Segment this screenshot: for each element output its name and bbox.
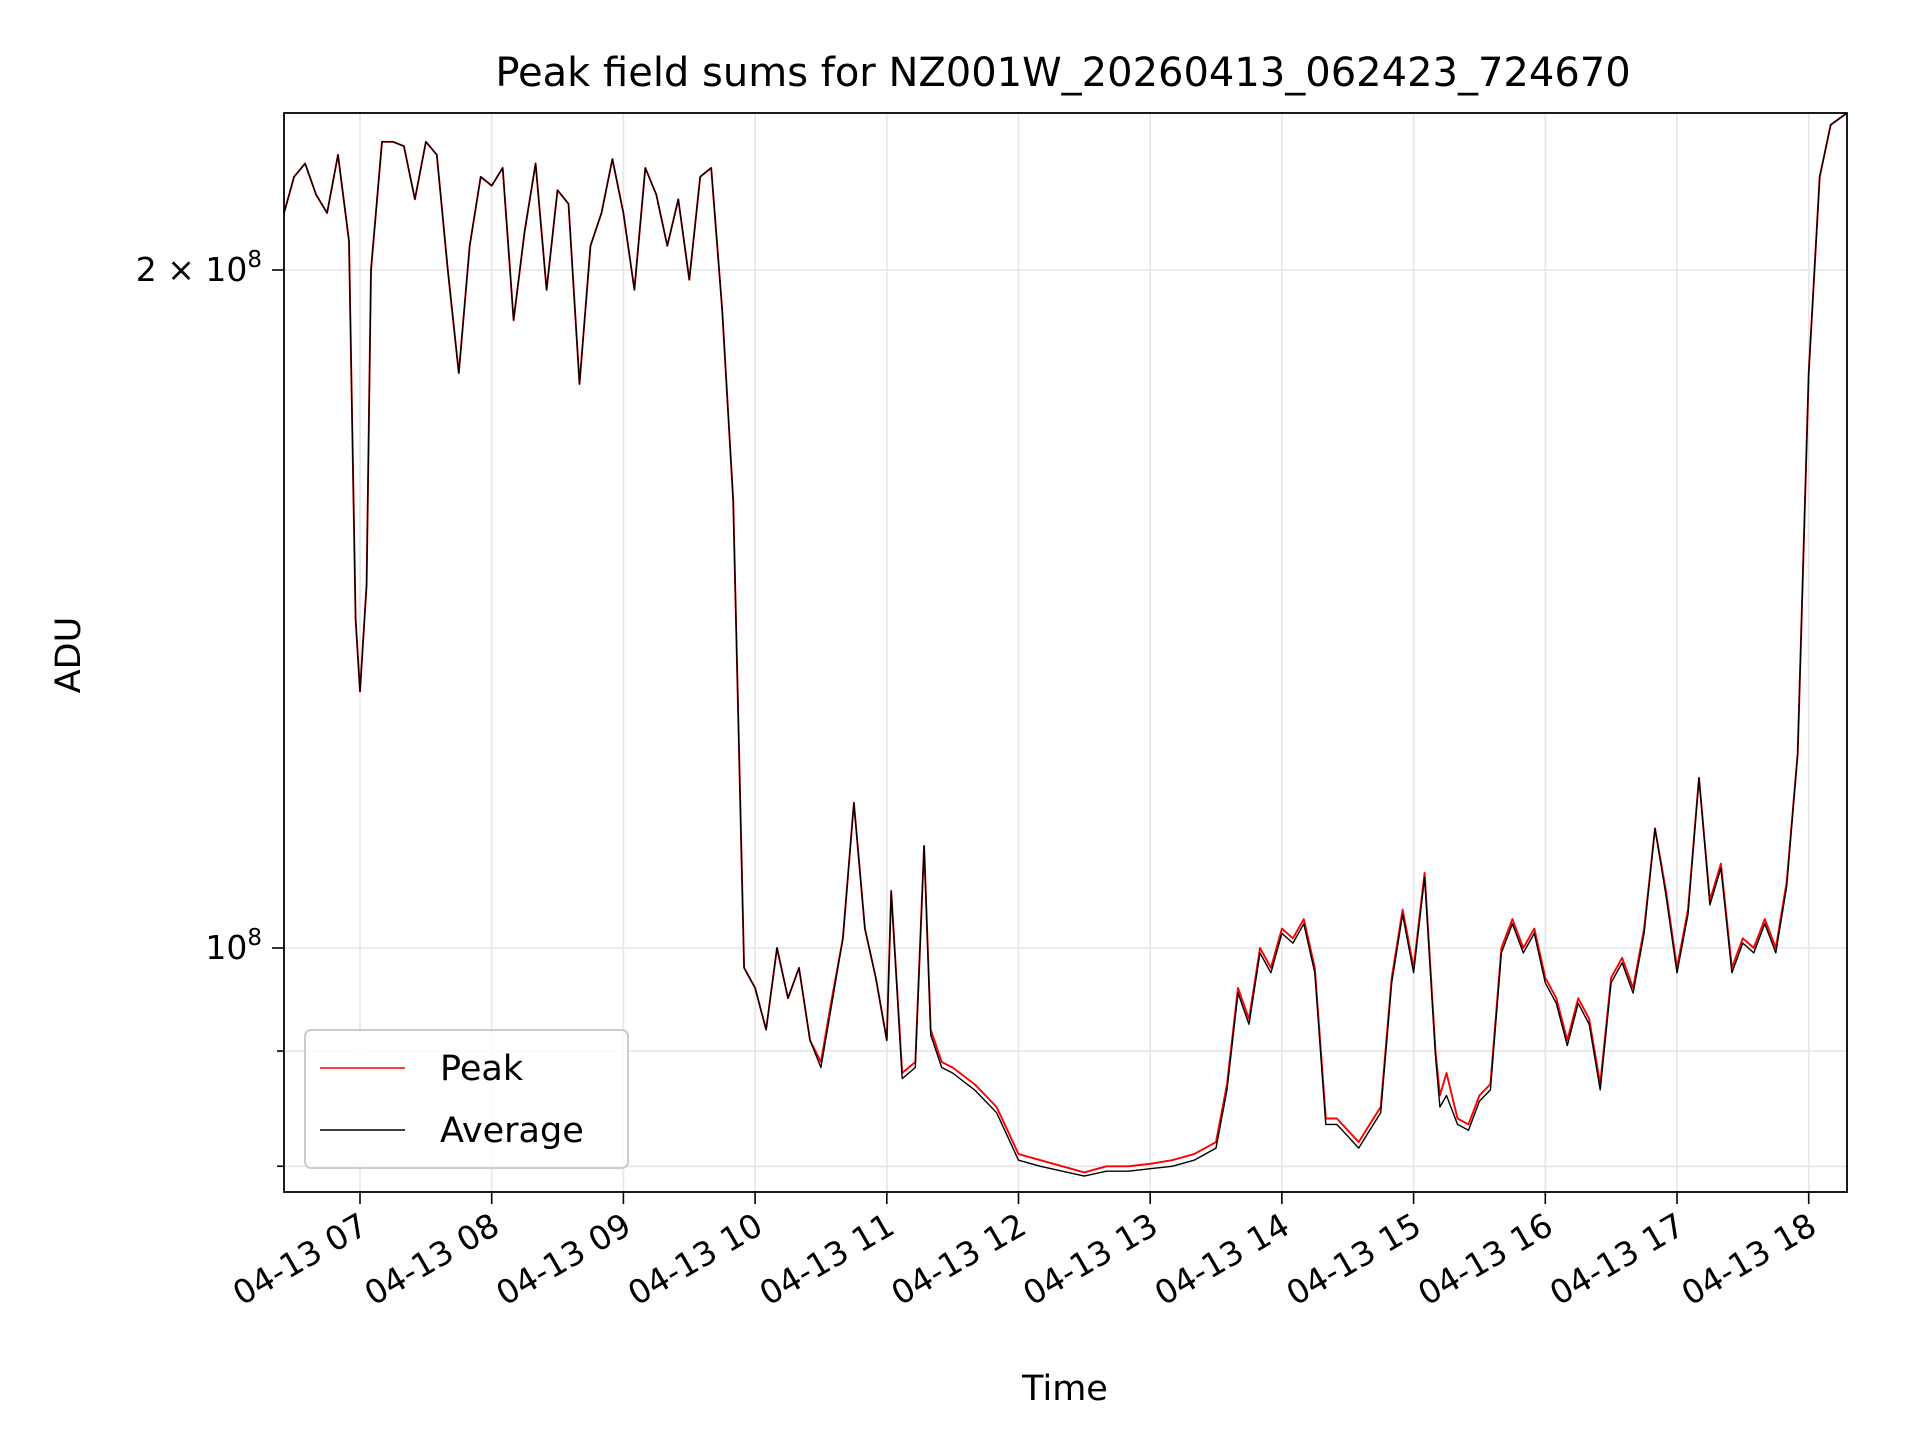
legend-box	[304, 1029, 629, 1169]
y-tick-base: 2 × 10	[136, 250, 248, 289]
x-axis-label: Time	[1021, 1369, 1108, 1409]
legend-average-label: Average	[440, 1111, 584, 1151]
series-line-average	[283, 112, 1848, 1177]
y-tick-label: 108	[205, 925, 262, 967]
chart-title: Peak field sums for NZ001W_20260413_0624…	[495, 50, 1630, 96]
y-tick-exponent: 8	[247, 247, 262, 273]
plot-frame	[283, 112, 1848, 1193]
legend: Peak Average	[304, 1029, 629, 1169]
y-tick-label: 2 × 108	[136, 247, 262, 289]
series-layer	[283, 112, 1848, 1177]
y-tick-base: 10	[205, 928, 247, 967]
grid-layer	[284, 113, 1847, 1192]
legend-peak-label: Peak	[440, 1049, 524, 1089]
y-tick-exponent: 8	[247, 925, 262, 951]
y-axis-label: ADU	[49, 617, 89, 694]
